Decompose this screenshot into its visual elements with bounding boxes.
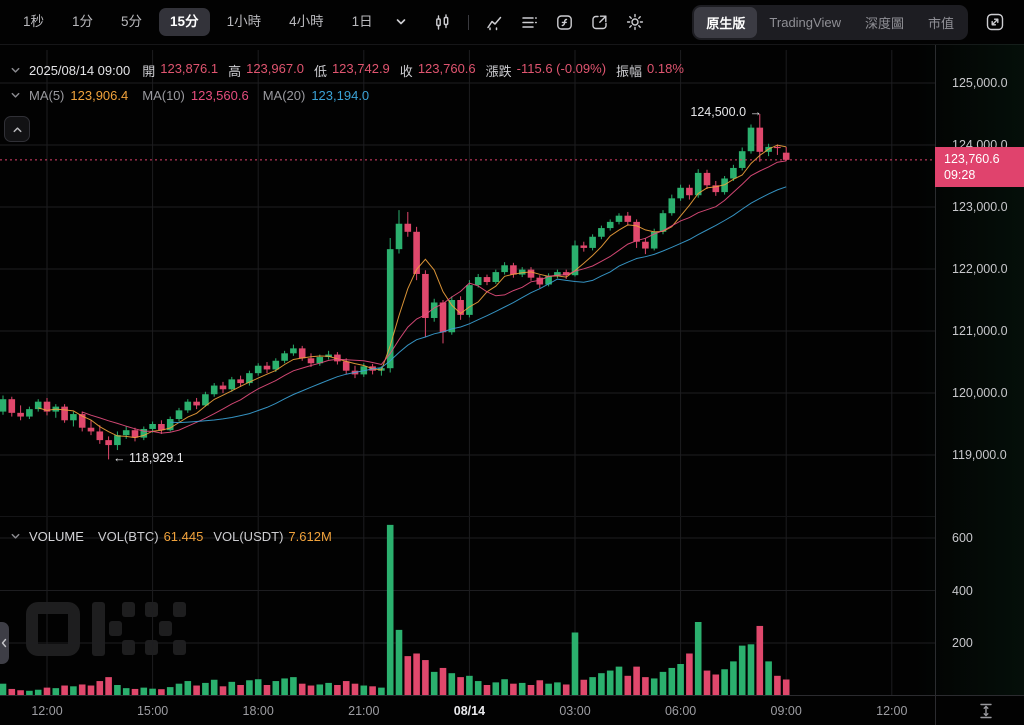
ohlc-fields: 開 123,876.1 高 123,967.0 低 123,742.9 收 123,760.6… [132, 61, 684, 80]
indicators-icon[interactable] [478, 9, 511, 36]
ma-item-2: MA(20) 123,194.0 [263, 88, 369, 103]
ohlc-field-3: 收 123,760.6 [400, 61, 476, 80]
candle-datetime: 2025/08/14 09:00 [29, 63, 131, 78]
ohlc-field-value: 123,742.9 [331, 61, 390, 76]
view-tab-1[interactable]: TradingView [757, 9, 853, 36]
time-axis-tick-2: 18:00 [242, 704, 274, 718]
price-scale-icon[interactable] [975, 701, 997, 721]
ohlc-field-value: 123,967.0 [246, 61, 304, 76]
volume-title: VOLUME [29, 529, 84, 544]
ohlc-field-label: 收 [399, 64, 413, 79]
ma-item-label: MA(10) [142, 88, 185, 103]
volume-field-label: VOL(USDT) [213, 529, 284, 544]
time-axis-tick-1: 15:00 [136, 704, 169, 718]
volume-fields: VOL(BTC) 61.445 VOL(USDT) 7.612M [88, 529, 332, 544]
price-axis-tick-4: 121,000.0 [952, 324, 1008, 338]
price-axis-tick-5: 120,000.0 [952, 386, 1008, 400]
volume-collapse-icon[interactable] [8, 529, 23, 544]
ohlc-field-4: 漲跌 -115.6 (-0.09%) [486, 61, 606, 80]
ma-legend-row: MA(5) 123,906.4 MA(10) 123,560.6 MA(20) 123,1… [8, 88, 383, 103]
time-axis-tick-4: 08/14 [453, 704, 486, 718]
last-price-time: 09:28 [944, 168, 976, 182]
volume-field-1: VOL(USDT) 7.612M [213, 529, 331, 544]
low-annotation: ← 118,929.1 [113, 451, 184, 465]
time-axis-tick-5: 03:00 [559, 704, 591, 718]
expand-icon[interactable] [978, 8, 1012, 36]
chart-toolbar: 1秒 1分 5分 15分 1小時 4小時 1日 [0, 0, 1024, 44]
ma-item-1: MA(10) 123,560.6 [142, 88, 248, 103]
ohlc-field-label: 開 [142, 64, 156, 79]
pane-collapse-button[interactable] [4, 116, 30, 142]
timeframe-button-1[interactable]: 1分 [61, 8, 104, 36]
ohlc-field-value: 123,876.1 [160, 61, 219, 76]
ma-item-value: 123,906.4 [70, 88, 129, 103]
view-tab-3[interactable]: 市值 [916, 7, 966, 38]
formula-icon[interactable] [548, 9, 581, 36]
ohlc-field-0: 開 123,876.1 [142, 61, 218, 80]
ohlc-field-value: -115.6 (-0.09%) [516, 61, 607, 76]
volume-axis-tick-0: 600 [952, 531, 973, 545]
save-layout-icon[interactable] [583, 9, 616, 36]
timeframe-dropdown-icon[interactable] [386, 10, 416, 34]
view-tab-2[interactable]: 深度圖 [853, 7, 916, 38]
timeframe-group: 1秒 1分 5分 15分 1小時 4小時 1日 [12, 8, 384, 36]
timeframe-button-5[interactable]: 4小時 [278, 8, 335, 36]
ma-items: MA(5) 123,906.4 MA(10) 123,560.6 MA(20) 123,1… [29, 88, 383, 103]
ma-item-label: MA(20) [262, 88, 306, 103]
okx-watermark [26, 602, 186, 656]
volume-axis-tick-2: 200 [952, 636, 973, 650]
time-axis-tick-3: 21:00 [348, 704, 380, 718]
view-mode-tabs: 原生版 TradingView 深度圖 市值 [692, 4, 968, 40]
timeframe-button-2[interactable]: 5分 [110, 8, 153, 36]
ma-item-label: MA(5) [29, 88, 65, 103]
time-axis-tick-6: 06:00 [664, 704, 697, 718]
ohlc-field-label: 漲跌 [485, 64, 512, 79]
timeframe-button-6[interactable]: 1日 [341, 8, 384, 36]
volume-field-label: VOL(BTC) [97, 529, 159, 544]
price-axis-tick-2: 123,000.0 [952, 200, 1008, 214]
last-price-badge[interactable]: 123,760.6 09:28 [935, 147, 1024, 187]
volume-field-0: VOL(BTC) 61.445 [98, 529, 203, 544]
ohlc-field-label: 振幅 [616, 64, 643, 79]
ohlc-field-1: 高 123,967.0 [228, 61, 304, 80]
ohlc-field-label: 高 [228, 64, 242, 79]
price-axis-tick-6: 119,000.0 [952, 448, 1007, 462]
settings-gear-icon[interactable] [618, 8, 652, 36]
ohlc-field-value: 0.18% [647, 61, 684, 76]
indicator-list-icon[interactable] [513, 9, 546, 36]
high-annotation: 124,500.0 → [690, 105, 762, 119]
ohlc-field-5: 振幅 0.18% [616, 61, 684, 80]
timeframe-button-0[interactable]: 1秒 [12, 8, 55, 36]
price-axis-tick-3: 122,000.0 [952, 262, 1008, 276]
volume-field-value: 7.612M [288, 529, 332, 544]
pane-drag-handle[interactable] [0, 622, 9, 664]
last-price-value: 123,760.6 [944, 152, 1000, 166]
ma-collapse-icon[interactable] [8, 88, 23, 103]
timeframe-button-4[interactable]: 1小時 [216, 8, 273, 36]
ohlc-field-2: 低 123,742.9 [314, 61, 390, 80]
volume-axis-tick-1: 400 [952, 583, 973, 598]
ma-item-0: MA(5) 123,906.4 [29, 88, 128, 103]
ohlc-field-label: 低 [313, 64, 327, 79]
ohlc-legend-row: 2025/08/14 09:00 開 123,876.1 高 123,967.0 低 12… [8, 61, 684, 80]
ma-item-value: 123,560.6 [190, 88, 249, 103]
volume-field-value: 61.445 [163, 529, 204, 544]
ma-item-value: 123,194.0 [311, 88, 370, 103]
toolbar-divider [467, 14, 469, 30]
view-tab-0[interactable]: 原生版 [694, 6, 758, 38]
timeframe-button-3[interactable]: 15分 [159, 8, 210, 36]
time-axis-tick-7: 09:00 [770, 704, 802, 718]
time-axis-tick-0: 12:00 [31, 704, 63, 718]
time-axis-tick-8: 12:00 [876, 704, 908, 718]
legend-collapse-icon[interactable] [8, 63, 23, 78]
volume-legend-row: VOLUME VOL(BTC) 61.445 VOL(USDT) 7.612M [8, 529, 332, 544]
price-axis-tick-0: 125,000.0 [952, 76, 1008, 90]
candlestick-style-icon[interactable] [426, 9, 459, 36]
ohlc-field-value: 123,760.6 [417, 61, 476, 76]
